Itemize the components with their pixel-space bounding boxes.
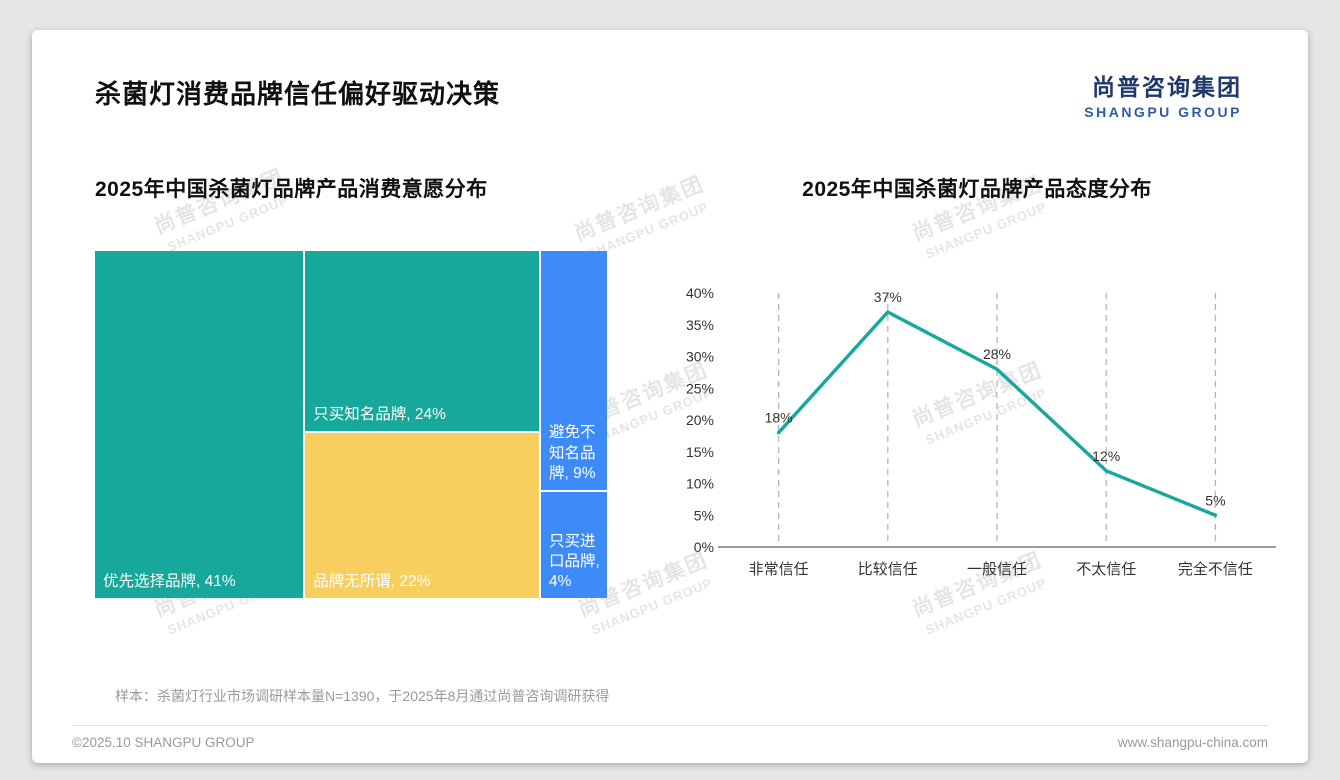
company-logo: 尚普咨询集团 SHANGPU GROUP [1084,68,1242,120]
treemap: 优先选择品牌, 41% 只买知名品牌, 24% 品牌无所谓, 22% 避免不知名品牌,… [95,251,608,598]
y-tick-label: 15% [686,444,714,460]
data-label: 28% [983,346,1011,362]
data-label: 5% [1205,492,1225,508]
treemap-cell: 避免不知名品牌, 9% [540,251,608,490]
x-tick-label: 完全不信任 [1178,560,1253,578]
y-tick-label: 40% [686,285,714,301]
slide-card: 尚普咨询集团 SHANGPU GROUP 尚普咨询集团 SHANGPU GROUP 尚普… [32,30,1308,763]
data-line [776,310,1218,517]
treemap-chart-title: 2025年中国杀菌灯品牌产品消费意愿分布 [95,178,488,201]
data-label: 37% [874,289,902,305]
treemap-cell-label: 只买进口品牌, 4% [548,532,600,590]
treemap-cell: 品牌无所谓, 22% [305,433,539,598]
x-tick-label: 比较信任 [858,560,918,578]
y-tick-label: 10% [686,476,714,492]
treemap-cell-label: 只买知名品牌, 24% [313,405,446,423]
footer-bar: ©2025.10 SHANGPU GROUP www.shangpu-china… [72,725,1268,750]
sample-note: 样本：杀菌灯行业市场调研样本量N=1390，于2025年8月通过尚普咨询调研获得 [115,688,610,704]
logo-text-cn: 尚普咨询集团 [1092,74,1242,100]
treemap-cell-label: 品牌无所谓, 22% [313,572,431,590]
y-tick-label: 5% [694,507,714,523]
x-tick-label: 非常信任 [749,561,809,578]
treemap-column: 优先选择品牌, 41% [95,251,304,598]
y-tick-label: 35% [686,317,714,333]
x-tick-label: 一般信任 [967,561,1027,578]
data-label: 18% [765,410,793,426]
line-chart-svg: 非常信任 比较信任 一般信任 不太信任 完全不信任 0% 5% 10% 15% 20% 25% 30%… [686,285,1276,578]
treemap-cell-label: 避免不知名品牌, 9% [548,424,596,482]
page-title: 杀菌灯消费品牌信任偏好驱动决策 [95,79,501,109]
treemap-cell-label: 优先选择品牌, 41% [103,572,236,590]
treemap-chart-section: 2025年中国杀菌灯品牌产品消费意愿分布 优先选择品牌, 41% 只买知名品牌, … [95,173,608,598]
y-tick-label: 30% [686,349,714,365]
y-tick-label: 20% [686,412,714,428]
treemap-column: 避免不知名品牌, 9% 只买进口品牌, 4% [540,251,608,598]
footer-copyright: ©2025.10 SHANGPU GROUP [72,735,255,750]
line-chart-title: 2025年中国杀菌灯品牌产品态度分布 [802,178,1152,201]
treemap-cell: 只买知名品牌, 24% [305,251,539,431]
treemap-cell: 优先选择品牌, 41% [95,251,304,598]
footer-website: www.shangpu-china.com [1117,735,1268,750]
logo-text-en: SHANGPU GROUP [1084,104,1242,120]
line-chart-section: 2025年中国杀菌灯品牌产品态度分布 非常信任 比较信任 一般信任 不太信任 完全不信任… [672,173,1282,599]
y-tick-label: 0% [694,539,714,555]
treemap-column: 只买知名品牌, 24% 品牌无所谓, 22% [305,251,539,598]
x-tick-label: 不太信任 [1076,561,1136,578]
data-label: 12% [1092,448,1120,464]
y-tick-label: 25% [686,380,714,396]
treemap-cell: 只买进口品牌, 4% [540,491,608,598]
